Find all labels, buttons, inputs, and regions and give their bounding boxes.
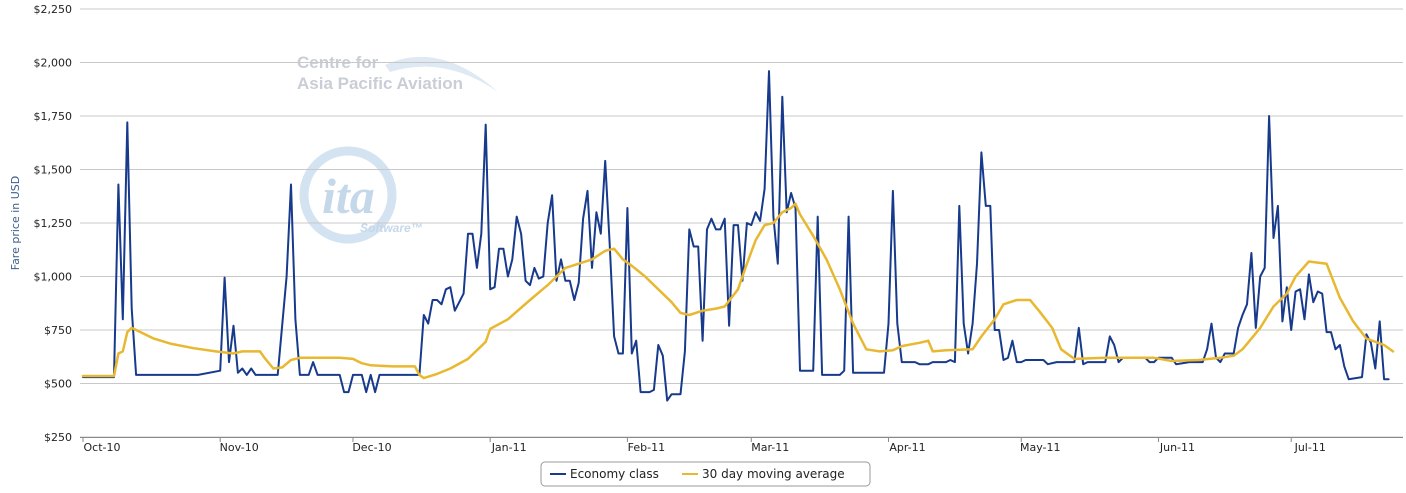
y-tick-label: $250 xyxy=(44,431,72,444)
y-tick-label: $2,250 xyxy=(34,3,73,16)
y-tick-label: $1,750 xyxy=(34,110,73,123)
x-tick-label: Jun-11 xyxy=(1159,441,1195,454)
x-tick-label: Oct-10 xyxy=(84,441,121,454)
x-tick-label: Jan-11 xyxy=(491,441,527,454)
y-axis-title: Fare price in USD xyxy=(9,176,22,271)
legend-box xyxy=(540,461,871,487)
economy-class-line xyxy=(82,70,1390,402)
x-tick-label: Dec-10 xyxy=(352,441,391,454)
x-tick-label: May-11 xyxy=(1020,441,1061,454)
ita-logo-text: ita xyxy=(322,168,375,224)
x-tick-label: Jul-11 xyxy=(1294,441,1326,454)
series-group xyxy=(81,70,1395,402)
y-tick-label: $1,500 xyxy=(34,164,73,177)
legend[interactable]: Economy class 30 day moving average xyxy=(540,461,871,487)
x-axis: Oct-10 Nov-10 Dec-10 Jan-11 Feb-11 Mar-11 Apr-… xyxy=(80,437,1403,454)
y-tick-label: $1,000 xyxy=(34,271,73,284)
y-tick-label: $2,000 xyxy=(34,57,73,70)
y-tick-label: $1,250 xyxy=(34,217,73,230)
x-tick-label: Mar-11 xyxy=(751,441,789,454)
ita-logo-subtext: Software™ xyxy=(360,221,423,235)
y-tick-label: $500 xyxy=(44,378,72,391)
watermark-swoosh xyxy=(385,56,498,92)
ita-logo-icon xyxy=(299,146,397,244)
y-tick-label: $750 xyxy=(44,324,72,337)
legend-economy-label[interactable]: Economy class xyxy=(570,467,659,481)
y-axis-labels: $250 $500 $750 $1,000 $1,250 $1,500 $1,750 $2,0… xyxy=(34,3,73,444)
watermark-line2: Asia Pacific Aviation xyxy=(297,74,463,93)
x-tick-label: Feb-11 xyxy=(628,441,665,454)
legend-moving-average-label[interactable]: 30 day moving average xyxy=(702,467,845,481)
x-tick-label: Nov-10 xyxy=(220,441,259,454)
x-tick-label: Apr-11 xyxy=(889,441,925,454)
watermark: Centre for Asia Pacific Aviation ita Sof… xyxy=(297,53,498,244)
moving-average-line xyxy=(81,202,1395,380)
